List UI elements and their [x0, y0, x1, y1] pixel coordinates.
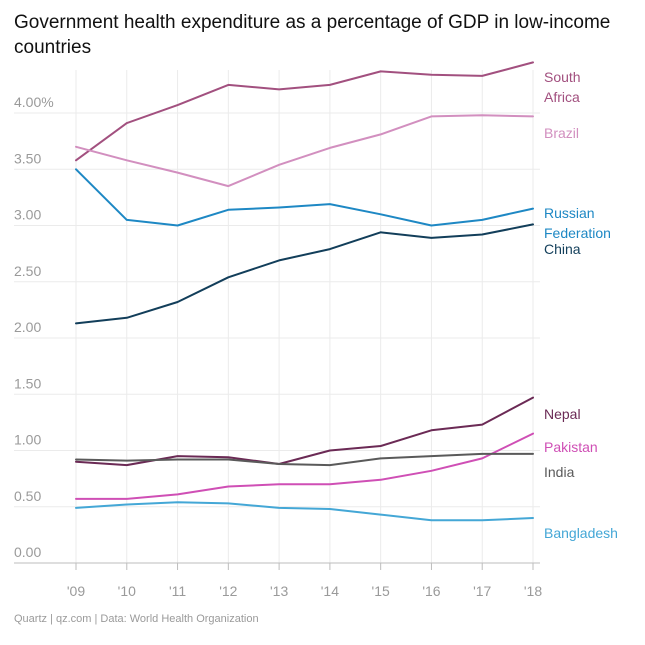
- series-lines: [75, 61, 534, 522]
- y-tick-label: 0.50: [14, 488, 41, 504]
- y-axis-ticks: 0.00 0.50 1.00 1.50 2.00 2.50 3.00 3.50 4.00%: [14, 94, 54, 560]
- series-line-russian-federation: [75, 168, 534, 227]
- x-tick-label: '15: [372, 583, 390, 599]
- series-line-india: [75, 452, 534, 467]
- x-tick-label: '13: [270, 583, 288, 599]
- series-line-south-africa: [75, 61, 534, 162]
- chart-title: Government health expenditure as a perce…: [14, 12, 611, 58]
- series-label: Russian: [544, 205, 595, 221]
- series-label: Bangladesh: [544, 525, 618, 541]
- source-footer: Quartz | qz.com | Data: World Health Org…: [14, 613, 259, 625]
- y-tick-label: 2.50: [14, 263, 41, 279]
- series-label: Africa: [544, 89, 580, 105]
- x-tick-label: '18: [524, 583, 542, 599]
- x-tick-label: '10: [118, 583, 136, 599]
- x-tick-label: '11: [169, 583, 186, 599]
- x-tick-label: '12: [219, 583, 237, 599]
- y-tick-label: 1.00: [14, 432, 41, 448]
- series-label: Nepal: [544, 406, 581, 422]
- x-tick-label: '17: [473, 583, 491, 599]
- series-line-pakistan: [75, 432, 534, 500]
- series-label: India: [544, 464, 575, 480]
- y-tick-label: 0.00: [14, 544, 41, 560]
- x-axis-ticks: '09 '10 '11 '12 '13 '14 '15 '16 '17 '18: [14, 562, 542, 599]
- x-tick-label: '09: [67, 583, 85, 599]
- y-tick-label: 4.00%: [14, 94, 54, 110]
- y-tick-label: 1.50: [14, 375, 41, 391]
- series-label: Federation: [544, 225, 611, 241]
- series-line-brazil: [75, 114, 534, 188]
- y-tick-label: 2.00: [14, 319, 41, 335]
- series-label: Pakistan: [544, 439, 598, 455]
- x-tick-label: '16: [422, 583, 440, 599]
- gridlines: [14, 70, 540, 564]
- series-label: South: [544, 69, 581, 85]
- y-tick-label: 3.50: [14, 150, 41, 166]
- series-label: Brazil: [544, 125, 579, 141]
- y-tick-label: 3.00: [14, 207, 41, 223]
- series-line-bangladesh: [75, 501, 534, 522]
- series-line-china: [75, 223, 534, 325]
- series-label: China: [544, 241, 581, 257]
- x-tick-label: '14: [321, 583, 339, 599]
